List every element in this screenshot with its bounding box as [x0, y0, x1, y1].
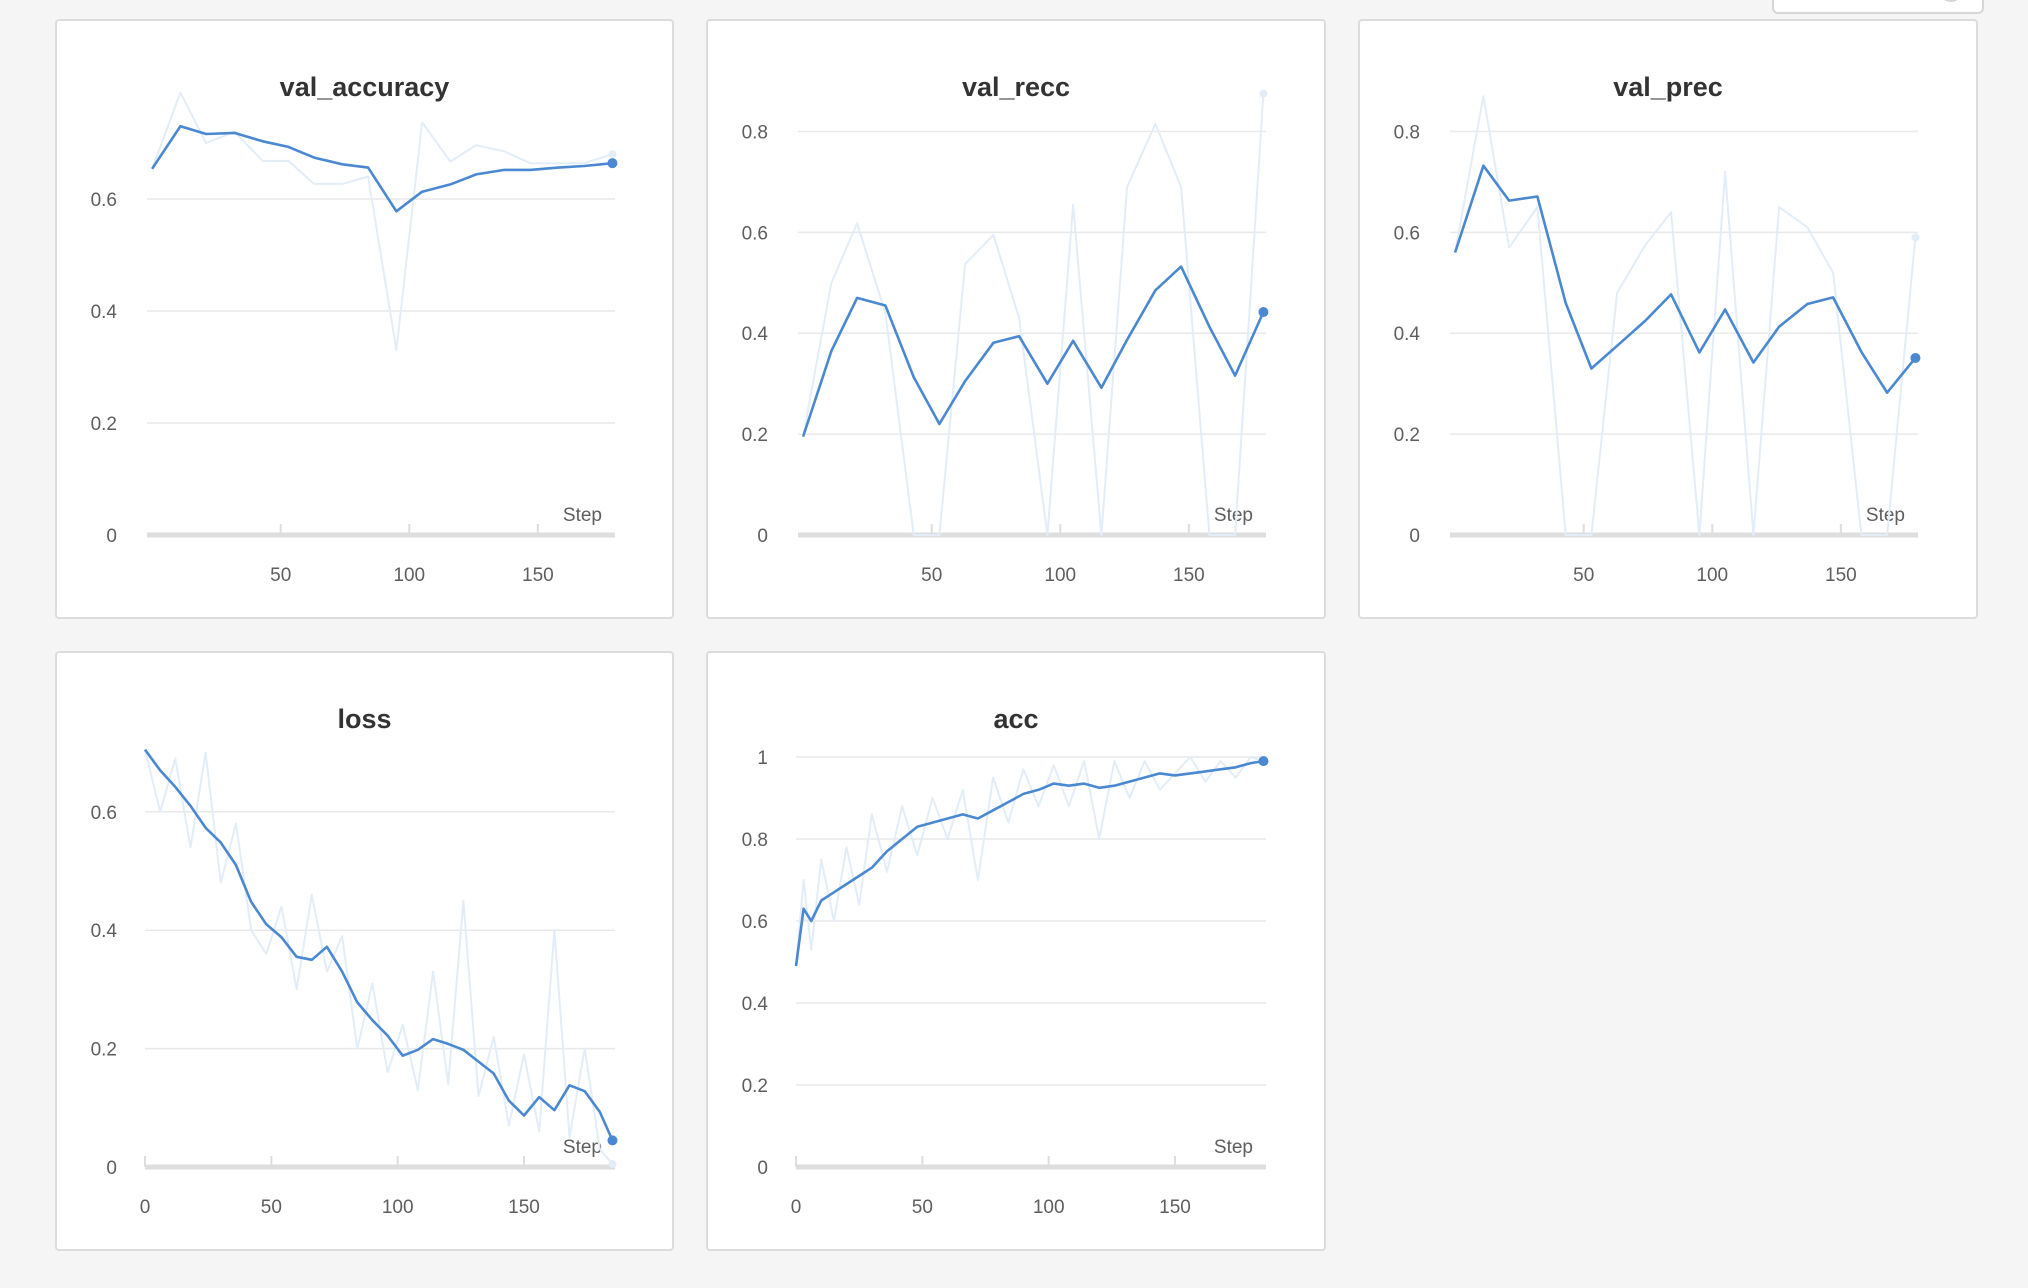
- val-prec-raw-line: [1454, 95, 1917, 536]
- loss-x-tick-label: 50: [261, 1197, 282, 1218]
- acc-y-tick-label: 1: [757, 748, 768, 769]
- val-recc-x-tick-label: 100: [1044, 565, 1076, 586]
- loss-y-tick-label: 0.2: [91, 1040, 117, 1061]
- acc-x-tick-label: 150: [1159, 1197, 1191, 1218]
- acc-y-tick-label: 0.4: [742, 994, 769, 1015]
- val-recc-x-axis-label: Step: [1214, 505, 1253, 526]
- loss-smoothed-line: [143, 748, 614, 1141]
- acc-y-tick-label: 0.2: [742, 1076, 768, 1097]
- val-accuracy-y-tick-label: 0.2: [91, 414, 117, 435]
- loss-y-tick-label: 0.6: [91, 803, 117, 824]
- val-recc-smoothed-line: [801, 265, 1265, 438]
- val-recc-y-tick-label: 0.6: [742, 223, 768, 244]
- panel-val-prec[interactable]: val_prec 0 0.2 0.4 0.6 0.8 50 100 150 Step: [1358, 19, 1978, 619]
- val-recc-title: val_recc: [962, 72, 1070, 102]
- panel-acc[interactable]: acc 0 0.2 0.4 0.6 0.8 1 0 50 100 150 Step: [706, 651, 1326, 1251]
- val-recc-raw-line: [802, 93, 1265, 536]
- val-prec-x-axis-label: Step: [1866, 505, 1905, 526]
- loss-x-tick-label: 150: [508, 1197, 540, 1218]
- loss-x-axis-label: Step: [563, 1137, 602, 1158]
- val-prec-y-tick-label: 0.8: [1394, 122, 1420, 143]
- top-dropdown-control[interactable]: [1772, 0, 1984, 14]
- loss-title: loss: [337, 704, 391, 734]
- val-prec-chart: val_prec 0 0.2 0.4 0.6 0.8 50 100 150 Step: [1394, 72, 1921, 586]
- acc-raw-line: [795, 756, 1264, 967]
- val-accuracy-x-tick-label: 100: [393, 565, 425, 586]
- val-recc-x-tick-label: 150: [1173, 565, 1205, 586]
- loss-y-tick-label: 0.4: [91, 921, 118, 942]
- val-recc-y-tick-label: 0: [757, 526, 768, 547]
- acc-x-axis-label: Step: [1214, 1137, 1253, 1158]
- val-prec-smoothed-endpoint: [1910, 352, 1921, 363]
- val-recc-smoothed-endpoint: [1258, 307, 1269, 318]
- loss-x-tick-label: 0: [140, 1197, 151, 1218]
- val-recc-chart: val_recc 0 0.2 0.4 0.6 0.8 50 100 150 Step: [742, 72, 1269, 586]
- panel-val-recc[interactable]: val_recc 0 0.2 0.4 0.6 0.8 50 100 150 Step: [706, 19, 1326, 619]
- val-accuracy-y-tick-label: 0.4: [91, 302, 118, 323]
- val-prec-smoothed-line: [1453, 164, 1917, 395]
- loss-raw-endpoint: [608, 1160, 617, 1169]
- val-recc-y-tick-label: 0.2: [742, 425, 768, 446]
- val-accuracy-chart: val_accuracy 0 0.2 0.4 0.6 50 100 150 Step: [91, 72, 618, 586]
- val-recc-y-tick-label: 0.8: [742, 122, 768, 143]
- val-accuracy-x-axis-label: Step: [563, 505, 602, 526]
- acc-x-tick-label: 0: [791, 1197, 802, 1218]
- acc-smoothed-endpoint: [1258, 756, 1269, 767]
- val-prec-y-tick-label: 0: [1409, 526, 1420, 547]
- val-prec-x-tick-label: 150: [1825, 565, 1857, 586]
- val-accuracy-y-tick-label: 0: [106, 526, 117, 547]
- val-accuracy-title: val_accuracy: [280, 72, 450, 102]
- val-accuracy-smoothed-line: [151, 124, 613, 213]
- loss-y-tick-label: 0: [106, 1158, 117, 1179]
- val-recc-raw-endpoint: [1259, 89, 1268, 98]
- panel-loss[interactable]: loss 0 0.2 0.4 0.6 0 50 100 150 Step: [55, 651, 674, 1251]
- acc-chart: acc 0 0.2 0.4 0.6 0.8 1 0 50 100 150 Step: [742, 704, 1269, 1218]
- val-prec-y-tick-label: 0.2: [1394, 425, 1420, 446]
- acc-y-tick-label: 0: [757, 1158, 768, 1179]
- val-accuracy-smoothed-endpoint: [607, 158, 618, 169]
- top-control-knob: [1942, 0, 1960, 2]
- val-accuracy-y-tick-label: 0.6: [91, 190, 117, 211]
- acc-y-tick-label: 0.6: [742, 912, 768, 933]
- val-prec-y-tick-label: 0.4: [1394, 324, 1421, 345]
- val-prec-x-tick-label: 50: [1573, 565, 1594, 586]
- acc-x-tick-label: 100: [1033, 1197, 1065, 1218]
- acc-smoothed-line: [794, 759, 1264, 967]
- val-accuracy-x-tick-label: 150: [522, 565, 554, 586]
- val-prec-x-tick-label: 100: [1696, 565, 1728, 586]
- acc-x-tick-label: 50: [912, 1197, 933, 1218]
- loss-chart: loss 0 0.2 0.4 0.6 0 50 100 150 Step: [91, 704, 618, 1218]
- acc-y-tick-label: 0.8: [742, 830, 768, 851]
- panel-val-accuracy[interactable]: val_accuracy 0 0.2 0.4 0.6 50 100 150 Step: [55, 19, 674, 619]
- val-recc-x-tick-label: 50: [921, 565, 942, 586]
- val-prec-title: val_prec: [1613, 72, 1723, 102]
- val-prec-y-tick-label: 0.6: [1394, 223, 1420, 244]
- loss-smoothed-endpoint: [607, 1135, 618, 1146]
- acc-title: acc: [993, 704, 1038, 734]
- val-accuracy-raw-endpoint: [608, 150, 617, 159]
- val-accuracy-x-tick-label: 50: [270, 565, 291, 586]
- val-prec-raw-endpoint: [1911, 233, 1920, 242]
- val-recc-y-tick-label: 0.4: [742, 324, 769, 345]
- loss-x-tick-label: 100: [382, 1197, 414, 1218]
